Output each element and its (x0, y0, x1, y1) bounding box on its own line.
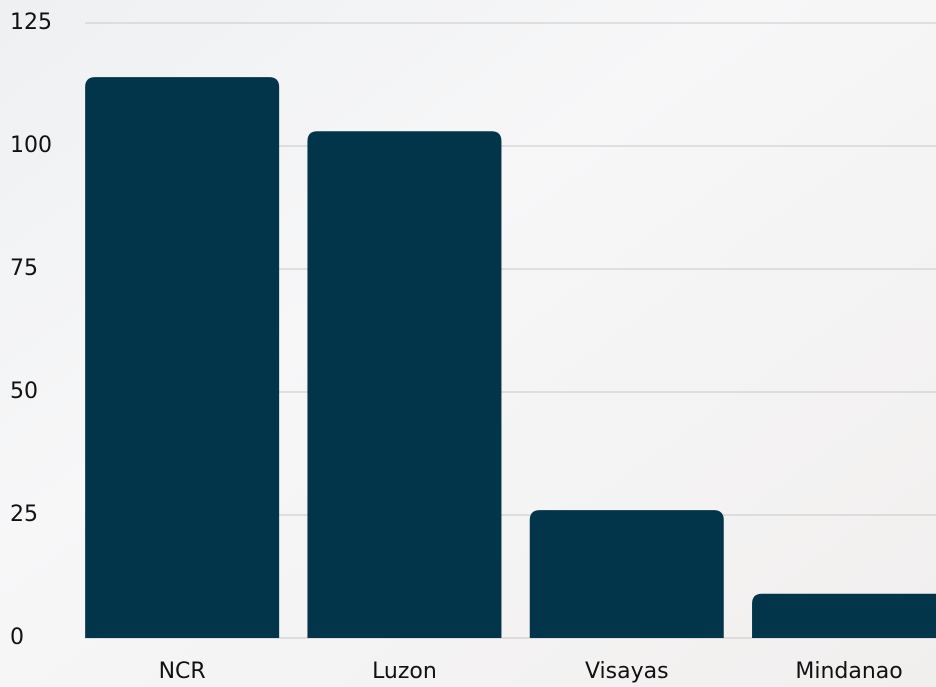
bar (85, 77, 280, 639)
y-tick-label: 25 (10, 502, 38, 527)
y-tick-label: 125 (10, 10, 52, 35)
plot: 0 25 50 75 100 125 NCR Luzon Visayas Mindanao (10, 10, 936, 684)
x-tick-label: Luzon (372, 659, 437, 684)
bar (529, 510, 724, 638)
bar (307, 131, 502, 639)
y-tick-label: 75 (10, 256, 38, 281)
x-tick-label: Visayas (585, 659, 669, 684)
x-tick-label: NCR (159, 659, 206, 684)
y-tick-label: 100 (10, 133, 52, 158)
bar (752, 593, 936, 638)
y-tick-label: 50 (10, 379, 38, 404)
x-tick-label: Mindanao (795, 659, 902, 684)
y-tick-label: 0 (10, 625, 24, 650)
